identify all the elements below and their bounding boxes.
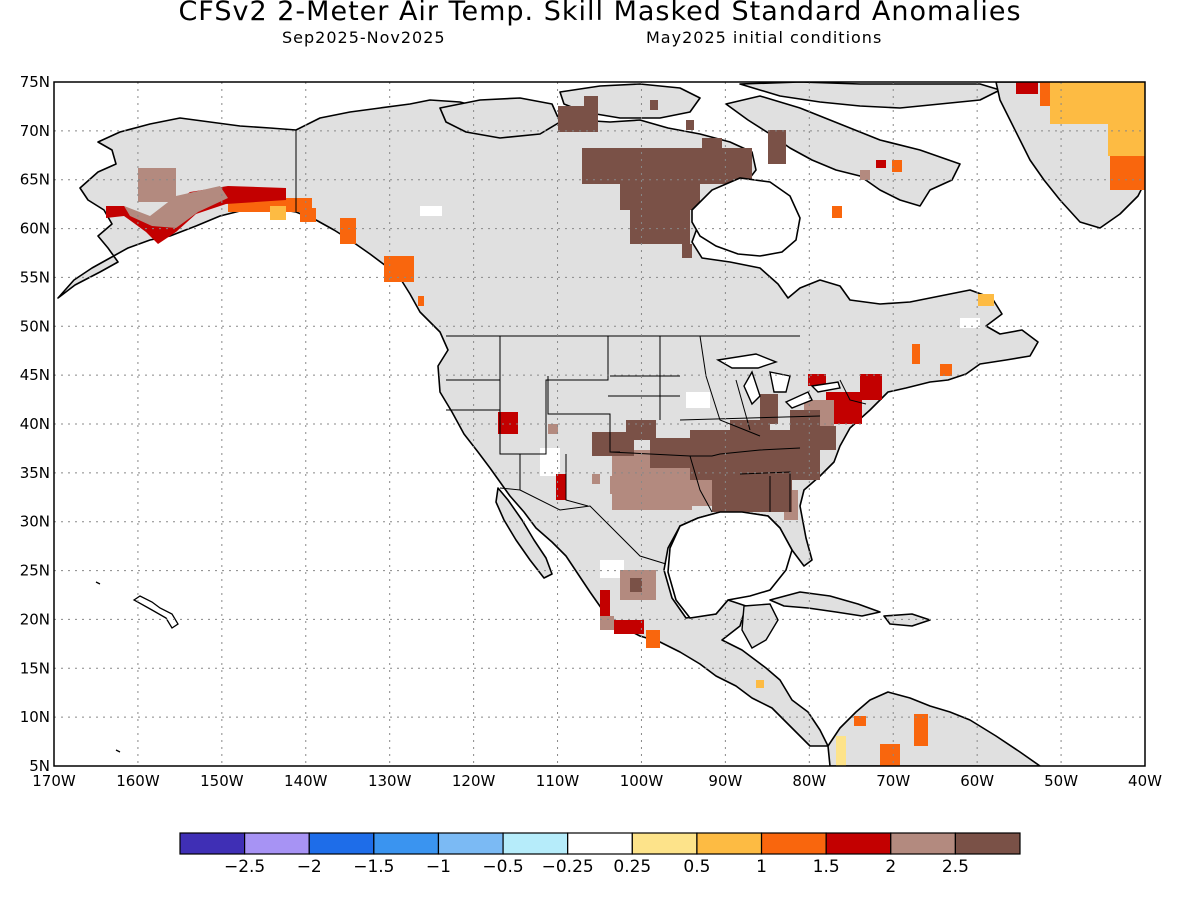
lon-tick-label: 50W xyxy=(1044,772,1078,790)
lon-tick-label: 100W xyxy=(620,772,664,790)
lon-tick-label: 90W xyxy=(708,772,742,790)
colorbar-label: −1.5 xyxy=(353,857,394,877)
colorbar-label: −0.5 xyxy=(482,857,523,877)
colorbar-label: 1.5 xyxy=(813,857,840,877)
anomaly-0-5-to-1 xyxy=(836,736,846,766)
hispaniola-land xyxy=(883,613,931,627)
lon-tick-label: 60W xyxy=(960,772,994,790)
colorbar-label: −1 xyxy=(426,857,451,877)
colorbar-swatch xyxy=(308,832,375,855)
colorbar-swatch xyxy=(437,832,504,855)
colorbar-swatch xyxy=(179,832,246,855)
colorbar-swatch xyxy=(502,832,569,855)
colorbar-label: 0.5 xyxy=(683,857,710,877)
lat-tick-label: 15N xyxy=(20,659,50,677)
lon-tick-label: 140W xyxy=(284,772,328,790)
yucatan-land xyxy=(741,603,779,649)
lat-tick-label: 65N xyxy=(20,171,50,189)
latitude-axis: 75N 70N 65N 60N 55N 50N 45N 40N 35N 30N 25N 20N 15N 1… xyxy=(20,73,50,775)
forecast-period: Sep2025-Nov2025 xyxy=(282,28,446,47)
lon-tick-label: 70W xyxy=(876,772,910,790)
colorbar-label: 2.5 xyxy=(942,857,969,877)
colorbar-label: 1 xyxy=(756,857,767,877)
lon-tick-label: 110W xyxy=(536,772,580,790)
lon-tick-label: 40W xyxy=(1128,772,1162,790)
lat-tick-label: 25N xyxy=(20,562,50,580)
colorbar-label: −2.5 xyxy=(224,857,265,877)
colorbar-label: −0.25 xyxy=(542,857,594,877)
lon-tick-label: 120W xyxy=(452,772,496,790)
great-lakes xyxy=(715,353,841,409)
lon-tick-label: 150W xyxy=(200,772,244,790)
colorbar-swatch xyxy=(631,832,698,855)
gulf-of-mexico xyxy=(667,511,793,619)
hudson-bay xyxy=(691,177,801,257)
lat-tick-label: 10N xyxy=(20,708,50,726)
anomaly-1-to-1-5 xyxy=(270,82,1145,688)
cuba-land xyxy=(769,591,881,617)
lon-tick-label: 170W xyxy=(32,772,76,790)
north-america-land xyxy=(57,99,1039,747)
map-title: CFSv2 2-Meter Air Temp. Skill Masked Sta… xyxy=(178,0,1022,27)
lat-tick-label: 70N xyxy=(20,122,50,140)
lat-tick-label: 75N xyxy=(20,73,50,91)
colorbar-label: −2 xyxy=(297,857,322,877)
lat-tick-label: 45N xyxy=(20,366,50,384)
lat-tick-label: 60N xyxy=(20,220,50,238)
lat-tick-label: 5N xyxy=(29,757,50,775)
baffin-island-land xyxy=(725,95,961,207)
colorbar-label: 0.25 xyxy=(613,857,651,877)
initial-conditions: May2025 initial conditions xyxy=(646,28,883,47)
colorbar-swatch xyxy=(567,832,633,855)
colorbar-swatch xyxy=(825,832,892,855)
lon-tick-label: 80W xyxy=(792,772,826,790)
map-frame xyxy=(53,81,1146,767)
victoria-island-land xyxy=(439,97,561,139)
colorbar-swatch xyxy=(696,832,763,855)
colorbar-swatch xyxy=(954,832,1021,855)
longitude-axis: 170W 160W 150W 140W 130W 120W 110W 100W 90W 80W 70… xyxy=(32,772,1162,790)
lat-tick-label: 50N xyxy=(20,317,50,335)
lon-tick-label: 160W xyxy=(116,772,160,790)
colorbar-swatch xyxy=(890,832,956,855)
lat-tick-label: 35N xyxy=(20,464,50,482)
political-borders xyxy=(295,130,867,565)
colorbar-swatch xyxy=(244,832,310,855)
colorbar-label: 2 xyxy=(885,857,896,877)
lat-tick-label: 55N xyxy=(20,268,50,286)
anomaly-above-3 xyxy=(558,96,836,592)
lon-tick-label: 130W xyxy=(368,772,412,790)
lat-tick-label: 20N xyxy=(20,610,50,628)
ellesmere-island-land xyxy=(739,82,1001,109)
colorbar-swatch xyxy=(373,832,440,855)
lat-tick-label: 30N xyxy=(20,513,50,531)
lat-tick-label: 40N xyxy=(20,415,50,433)
colorbar: −2.5 −2 −1.5 −1 −0.5 −0.25 0.25 0.5 1 1.5 2 2.5 xyxy=(179,832,1021,877)
colorbar-swatch xyxy=(760,832,827,855)
lat-lon-grid xyxy=(54,82,1145,766)
baja-california-land xyxy=(495,487,553,579)
